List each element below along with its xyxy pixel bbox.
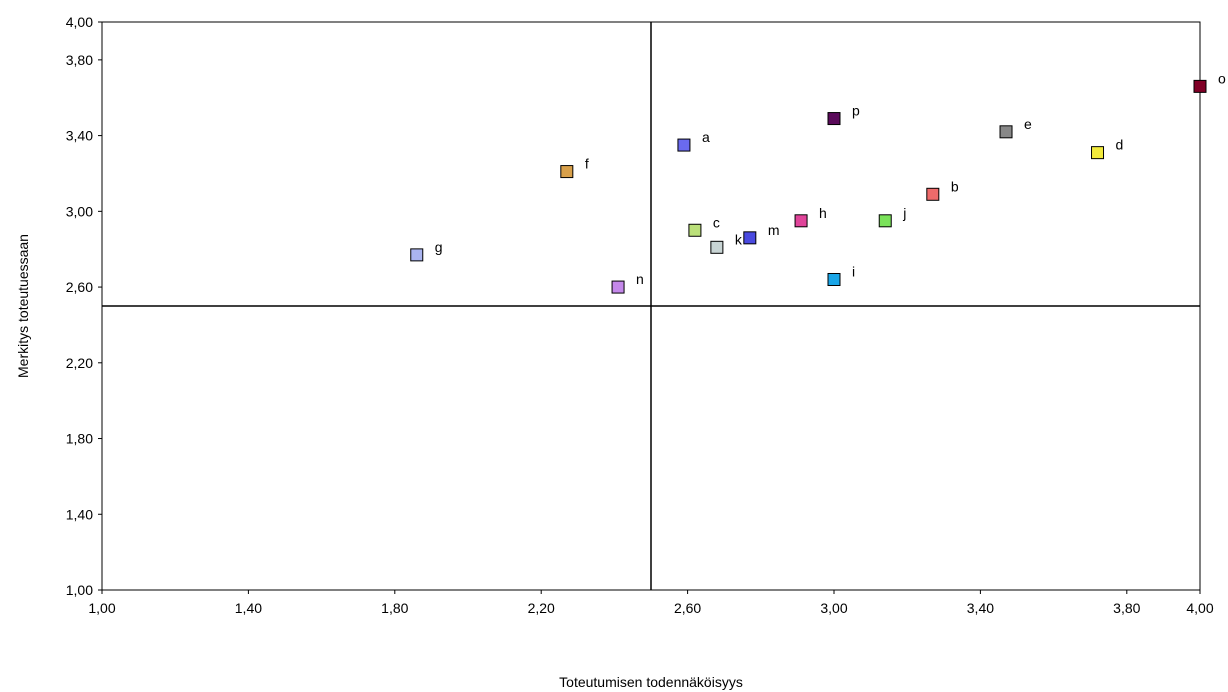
y-tick-label: 1,40 — [66, 506, 93, 522]
x-tick-label: 1,80 — [381, 600, 408, 616]
y-tick-label: 1,80 — [66, 431, 93, 447]
y-tick-label: 1,00 — [66, 582, 93, 598]
data-point-a — [677, 138, 691, 152]
data-point-h — [794, 214, 808, 228]
x-tick-label: 2,20 — [528, 600, 555, 616]
x-axis-title: Toteutumisen todennäköisyys — [559, 674, 743, 690]
x-tick-label: 3,80 — [1113, 600, 1140, 616]
y-axis-title: Merkitys toteutuessaan — [15, 234, 31, 378]
data-point-label-o: o — [1218, 70, 1226, 86]
x-axis-ticks: 1,00 1,40 1,80 2,20 2,60 3,00 3,40 3,80 4,00 — [88, 590, 1214, 616]
data-point-label-e: e — [1024, 116, 1032, 132]
data-point-label-g: g — [435, 239, 443, 255]
data-point-i — [827, 272, 841, 286]
data-point-label-p: p — [852, 103, 860, 119]
data-point-b — [926, 187, 940, 201]
data-point-p — [827, 112, 841, 126]
data-point-k — [710, 240, 724, 254]
data-point-label-h: h — [819, 205, 827, 221]
data-point-f — [560, 165, 574, 179]
x-tick-label: 4,00 — [1186, 600, 1213, 616]
data-point-o — [1193, 79, 1207, 93]
data-point-label-k: k — [735, 231, 743, 247]
data-point-g — [410, 248, 424, 262]
data-point-label-i: i — [852, 263, 855, 279]
data-point-label-d: d — [1116, 137, 1124, 153]
x-tick-label: 3,00 — [820, 600, 847, 616]
data-point-c — [688, 223, 702, 237]
data-point-label-c: c — [713, 214, 720, 230]
data-point-n — [611, 280, 625, 294]
y-tick-label: 2,60 — [66, 279, 93, 295]
x-tick-label: 3,40 — [967, 600, 994, 616]
x-tick-label: 2,60 — [674, 600, 701, 616]
x-tick-label: 1,40 — [235, 600, 262, 616]
y-tick-label: 3,40 — [66, 128, 93, 144]
data-point-label-b: b — [951, 178, 959, 194]
y-tick-label: 3,80 — [66, 52, 93, 68]
data-point-label-j: j — [902, 205, 906, 221]
y-axis-ticks: 1,00 1,40 1,80 2,20 2,60 3,00 3,40 3,80 4,00 — [66, 14, 102, 598]
data-point-m — [743, 231, 757, 245]
y-tick-label: 4,00 — [66, 14, 93, 30]
x-tick-label: 1,00 — [88, 600, 115, 616]
data-point-d — [1091, 146, 1105, 160]
data-points: a b c d e f g h i j k m n o p — [410, 70, 1226, 294]
data-point-label-n: n — [636, 271, 644, 287]
data-point-j — [878, 214, 892, 228]
data-point-label-a: a — [702, 129, 710, 145]
data-point-label-f: f — [585, 156, 589, 172]
y-tick-label: 2,20 — [66, 355, 93, 371]
y-tick-label: 3,00 — [66, 203, 93, 219]
data-point-label-m: m — [768, 222, 780, 238]
data-point-e — [999, 125, 1013, 139]
reference-lines — [102, 22, 1200, 590]
